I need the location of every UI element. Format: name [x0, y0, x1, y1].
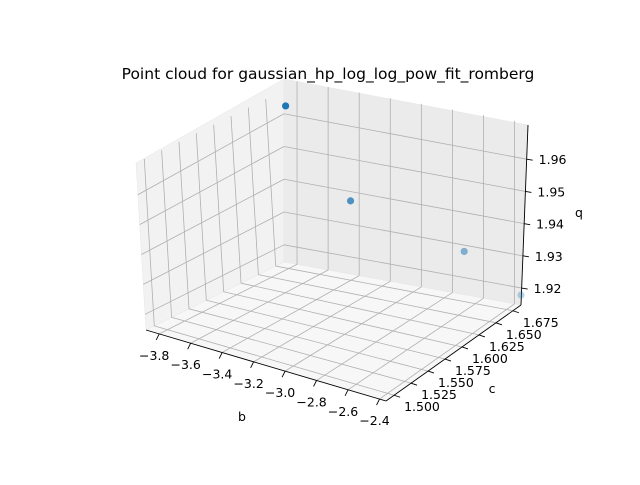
y-left-gridline	[178, 141, 190, 309]
y-tick-label: 1.500	[404, 399, 440, 414]
x-axis-label: b	[238, 409, 246, 424]
y-floor-gridline	[206, 299, 446, 360]
y-tick-label: 1.650	[506, 327, 542, 342]
x-tick-label: −3.6	[170, 357, 200, 372]
y-tick-mark	[410, 382, 418, 386]
y-tick-mark	[495, 322, 503, 326]
z-tick-label: 1.94	[536, 217, 564, 232]
y-floor-gridline	[154, 325, 395, 396]
z-back-gridline	[283, 244, 522, 289]
z-left-gridline	[143, 211, 285, 285]
y-tick-label: 1.550	[438, 375, 474, 390]
x-tick-label: −2.4	[359, 413, 389, 428]
x-tick-mark	[155, 333, 160, 341]
y-left-gridline	[143, 158, 155, 326]
x-tick-mark	[187, 343, 192, 350]
z-tick-mark	[524, 223, 531, 226]
data-point	[517, 291, 525, 299]
x-axis-line	[145, 329, 387, 402]
z-tick-label: 1.95	[537, 184, 565, 199]
y-left-gridline	[161, 150, 173, 318]
y-tick-mark	[512, 310, 520, 314]
z-left-gridline	[139, 146, 285, 225]
y-tick-label: 1.600	[472, 351, 508, 366]
x-floor-gridline	[316, 292, 453, 381]
y-axis-label: c	[489, 381, 496, 396]
x-floor-gridline	[284, 286, 422, 372]
x-floor-gridline	[347, 297, 484, 391]
y-floor-gridline	[258, 274, 497, 324]
data-point	[460, 247, 468, 256]
y-axis-line	[385, 304, 522, 402]
y-tick-label: 1.625	[489, 339, 525, 354]
x-floor-gridline	[159, 264, 298, 335]
grid-lines	[137, 81, 527, 400]
y-floor-gridline	[275, 265, 513, 312]
y-tick-mark	[393, 394, 401, 398]
x-floor-gridline	[221, 275, 360, 353]
z-back-gridline	[283, 178, 525, 225]
y-left-gridline	[230, 116, 242, 284]
x-floor-gridline	[253, 280, 391, 363]
z-tick-mark	[521, 287, 528, 290]
z-axis-label: q	[575, 205, 583, 220]
x-tick-mark	[313, 380, 317, 387]
tick-labels: −3.8−3.6−3.4−3.2−3.0−2.8−2.6−2.41.5001.5…	[139, 152, 567, 428]
z-tick-label: 1.93	[535, 249, 563, 264]
x-tick-label: −2.8	[296, 394, 326, 409]
y-left-gridline	[265, 99, 277, 267]
axes-panes	[135, 78, 529, 402]
x-tick-label: −2.6	[328, 404, 358, 419]
chart-title: Point cloud for gaussian_hp_log_log_pow_…	[122, 65, 535, 84]
x-tick-mark	[250, 361, 255, 369]
x-tick-label: −3.4	[202, 367, 232, 382]
data-point	[282, 102, 290, 110]
y-floor-gridline	[171, 316, 412, 384]
x-tick-label: −3.0	[265, 385, 295, 400]
x-floor-gridline	[379, 303, 515, 400]
axis-lines	[145, 124, 529, 402]
z-back-gridline	[283, 211, 523, 257]
y-tick-label: 1.575	[455, 363, 491, 378]
z-axis-line	[520, 124, 529, 306]
x-tick-label: −3.8	[139, 348, 169, 363]
x-tick-mark	[281, 370, 286, 378]
z-tick-mark	[525, 190, 532, 193]
y-tick-mark	[427, 370, 435, 374]
z-tick-label: 1.92	[534, 281, 562, 296]
y-floor-gridline	[188, 308, 429, 372]
z-tick-mark	[526, 158, 533, 161]
x-tick-mark	[218, 352, 223, 359]
z-tick-mark	[522, 255, 529, 258]
y-floor-gridline	[223, 291, 463, 348]
y-floor-gridline	[240, 282, 480, 336]
y-tick-mark	[478, 334, 486, 338]
z-left-gridline	[137, 113, 285, 196]
z-back-gridline	[283, 113, 527, 160]
z-tick-label: 1.96	[539, 152, 567, 167]
y-left-gridline	[247, 107, 259, 275]
scatter-points	[282, 102, 525, 299]
y-left-gridline	[213, 124, 225, 292]
y-tick-mark	[444, 358, 452, 362]
x-tick-label: −3.2	[233, 376, 263, 391]
x-tick-mark	[376, 398, 380, 406]
z-back-gridline	[283, 146, 526, 192]
y-tick-label: 1.675	[523, 315, 559, 330]
z-left-gridline	[144, 244, 285, 315]
x-floor-gridline	[190, 269, 329, 344]
y-tick-label: 1.525	[421, 387, 457, 402]
z-left-gridline	[141, 178, 285, 255]
x-tick-mark	[344, 389, 349, 396]
y-tick-mark	[461, 346, 469, 350]
data-point	[346, 197, 355, 205]
